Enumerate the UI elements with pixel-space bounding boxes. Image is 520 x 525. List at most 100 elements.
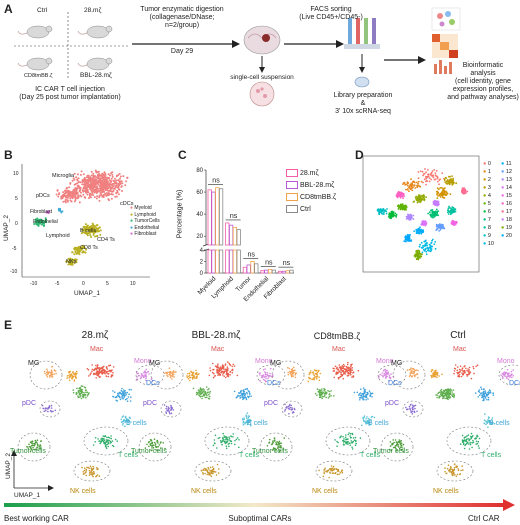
umap-point [434, 372, 437, 375]
umap-point [71, 263, 74, 266]
umap-point [107, 173, 110, 176]
umap-point [395, 449, 398, 452]
umap-point [339, 472, 342, 474]
umap-point [97, 170, 100, 173]
umap-point [225, 441, 227, 444]
umap-point [434, 247, 437, 250]
umap-point [86, 190, 89, 193]
cluster-label: B cells [80, 228, 97, 234]
umap-point [461, 368, 464, 370]
umap-point [79, 181, 82, 184]
bar [225, 249, 230, 274]
umap-point [348, 367, 351, 369]
umap-point [466, 373, 468, 376]
umap-point [86, 224, 89, 227]
umap-point [148, 445, 150, 448]
umap-point [444, 393, 447, 395]
umap-point [110, 193, 113, 196]
umap-point [475, 440, 478, 443]
umap-point [439, 187, 442, 189]
umap-point [290, 404, 293, 407]
umap-point [195, 369, 197, 372]
umap-point [209, 466, 212, 469]
umap-point [368, 390, 371, 392]
umap-point [103, 372, 105, 374]
umap-point [213, 442, 216, 444]
umap-point [195, 393, 198, 396]
bar [219, 249, 224, 274]
umap-point [366, 419, 369, 422]
umap-point [410, 367, 412, 369]
umap-point [468, 448, 471, 450]
umap-point [69, 199, 72, 202]
umap-point [451, 391, 453, 393]
umap-point [512, 375, 514, 377]
umap-point [309, 377, 312, 380]
umap-point [421, 198, 424, 201]
umap-point [203, 389, 205, 391]
umap-point [248, 390, 250, 393]
umap-point [466, 438, 469, 440]
umap-point [336, 371, 339, 374]
umap-point [504, 375, 507, 377]
umap-point [170, 406, 173, 408]
significance-label: ns [247, 252, 255, 259]
umap-point [359, 437, 362, 439]
cell-type-label-t: T cells [360, 452, 381, 459]
umap-point [120, 180, 123, 183]
umap-point [267, 377, 269, 380]
umap-point [44, 372, 46, 375]
petri-dish-icon [249, 81, 275, 107]
umap-point [275, 450, 277, 452]
umap-point [434, 172, 437, 174]
umap-point [412, 218, 415, 220]
umap-point [356, 391, 359, 394]
umap-point [443, 189, 446, 192]
tick-label: 10 [13, 171, 19, 177]
umap-point [462, 440, 465, 443]
umap-point [422, 174, 424, 177]
umap-point [453, 396, 455, 398]
umap-point [383, 372, 386, 375]
umap-point [376, 208, 379, 211]
umap-point [37, 222, 40, 225]
umap-point [259, 372, 261, 374]
umap-point [415, 250, 418, 252]
umap-point [404, 207, 406, 209]
umap-point [221, 440, 224, 442]
umap-point [382, 370, 385, 372]
umap-point [89, 234, 92, 237]
umap-point [363, 395, 365, 397]
umap-point [80, 397, 83, 400]
umap-point [74, 187, 77, 190]
umap-point [342, 443, 345, 446]
umap-point [466, 369, 468, 372]
umap-point [112, 366, 115, 368]
umap-point [436, 373, 438, 376]
umap-point [217, 437, 220, 440]
umap-point [336, 468, 339, 471]
umap-point [86, 395, 89, 397]
umap-point [449, 180, 452, 183]
umap-point [441, 224, 444, 227]
umap-point [413, 374, 416, 376]
umap-point [245, 397, 247, 399]
umap-point [246, 393, 248, 395]
umap-point [392, 439, 395, 441]
umap-point [128, 416, 131, 419]
umap-point [91, 368, 94, 371]
umap-point [173, 376, 175, 378]
umap-point [224, 376, 227, 379]
umap-point [148, 373, 150, 375]
umap-point [409, 404, 412, 406]
umap-point [394, 446, 396, 449]
umap-point [121, 397, 123, 399]
umap-point [114, 438, 117, 441]
umap-point [90, 236, 93, 238]
umap-point [85, 397, 87, 399]
umap-point [387, 371, 390, 373]
umap-point [127, 420, 130, 422]
umap-point [202, 468, 205, 471]
umap-point [104, 174, 107, 176]
umap-point [382, 376, 384, 378]
